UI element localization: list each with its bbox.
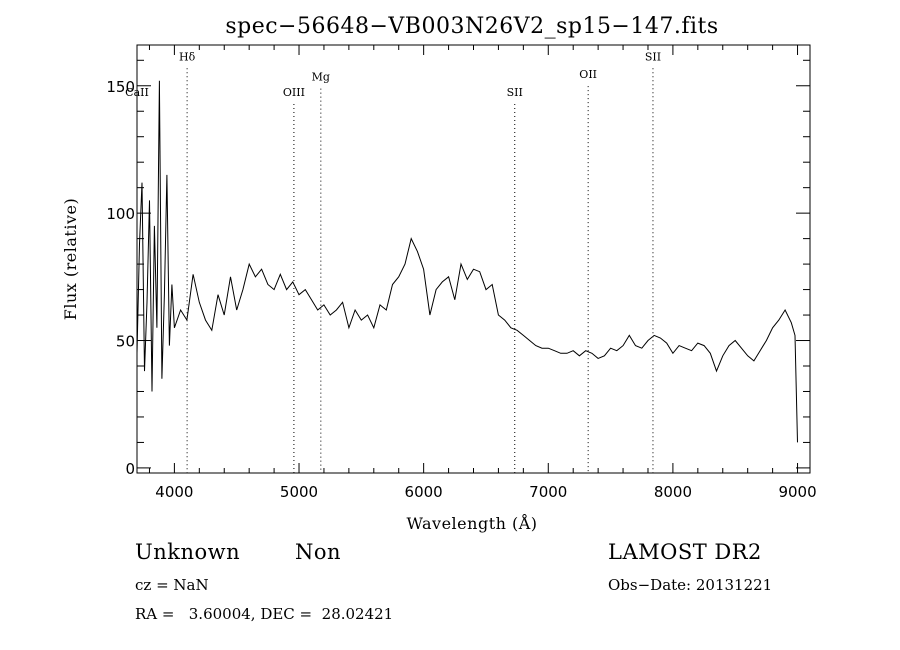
spectrum-line xyxy=(136,80,798,443)
object-class: Unknown xyxy=(135,540,241,564)
x-tick-label: 7000 xyxy=(529,483,567,501)
tick-labels: 4000 5000 6000 7000 8000 9000 0 50 100 150 xyxy=(106,78,816,501)
plot-frame xyxy=(136,44,811,474)
redshift-cz: cz = NaN xyxy=(135,576,209,594)
y-axis-label: Flux (relative) xyxy=(61,198,80,320)
line-marker-label: SII xyxy=(507,86,523,99)
x-axis-label: Wavelength (Å) xyxy=(406,513,537,533)
chart-title: spec−56648−VB003N26V2_sp15−147.fits xyxy=(225,14,718,39)
axis-ticks xyxy=(137,45,810,473)
x-tick-label: 6000 xyxy=(405,483,443,501)
survey-name: LAMOST DR2 xyxy=(608,540,762,564)
observation-date: Obs−Date: 20131221 xyxy=(608,576,773,594)
line-marker-label: SII xyxy=(645,50,661,63)
line-markers: CaII Hδ OIII Mg SII OII SII xyxy=(125,50,661,473)
y-tick-label: 150 xyxy=(106,78,135,96)
ra-dec-coords: RA = 3.60004, DEC = 28.02421 xyxy=(135,605,394,623)
line-marker-label: OIII xyxy=(283,86,305,99)
line-marker-label: CaII xyxy=(125,86,149,99)
line-marker-label: OII xyxy=(579,68,597,81)
y-tick-label: 0 xyxy=(125,460,135,478)
x-tick-label: 5000 xyxy=(280,483,318,501)
y-tick-label: 100 xyxy=(106,205,135,223)
y-tick-label: 50 xyxy=(116,333,135,351)
line-marker-label: Mg xyxy=(312,71,330,84)
object-subclass: Non xyxy=(295,540,342,564)
x-tick-label: 9000 xyxy=(778,483,816,501)
x-tick-label: 8000 xyxy=(654,483,692,501)
line-marker-label: Hδ xyxy=(179,50,196,63)
x-tick-label: 4000 xyxy=(155,483,193,501)
